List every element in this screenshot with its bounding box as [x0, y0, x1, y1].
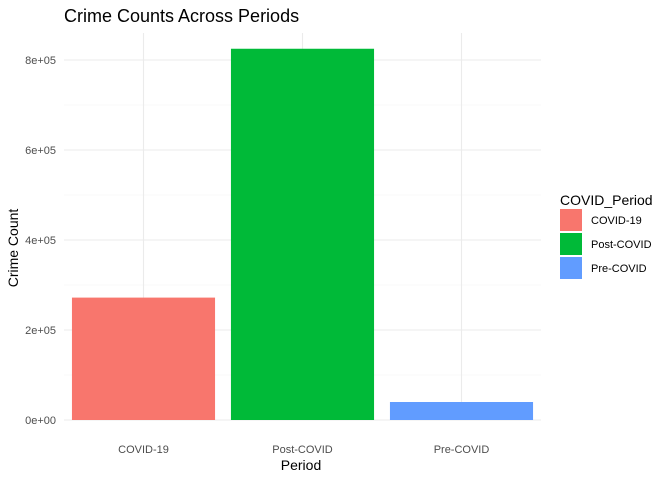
- legend-label: Pre-COVID: [591, 263, 647, 275]
- bar-post-covid: [230, 48, 375, 420]
- x-axis-title: Period: [281, 457, 321, 473]
- y-axis-ticks: 0e+00 2e+05 4e+05 6e+05 8e+05: [25, 55, 56, 427]
- legend-key: [560, 257, 582, 279]
- legend-label: Post-COVID: [591, 239, 652, 251]
- y-tick-label: 0e+00: [25, 415, 56, 427]
- legend-title: COVID_Period: [560, 192, 653, 208]
- y-axis-title: Crime Count: [5, 209, 21, 288]
- x-tick-label: Post-COVID: [272, 444, 333, 456]
- bar-pre-covid: [389, 402, 534, 420]
- x-tick-label: Pre-COVID: [434, 444, 490, 456]
- y-tick-label: 8e+05: [25, 55, 56, 67]
- y-tick-label: 4e+05: [25, 235, 56, 247]
- legend-key: [560, 209, 582, 231]
- y-tick-label: 2e+05: [25, 325, 56, 337]
- legend-label: COVID-19: [591, 215, 642, 227]
- x-tick-label: COVID-19: [118, 444, 169, 456]
- bar-covid-19: [71, 297, 216, 420]
- x-axis-ticks: COVID-19 Post-COVID Pre-COVID: [118, 444, 489, 456]
- legend-key: [560, 233, 582, 255]
- chart-title: Crime Counts Across Periods: [64, 6, 299, 26]
- legend: COVID_Period COVID-19 Post-COVID Pre-COVID: [560, 192, 653, 279]
- bars: [71, 48, 534, 420]
- y-tick-label: 6e+05: [25, 145, 56, 157]
